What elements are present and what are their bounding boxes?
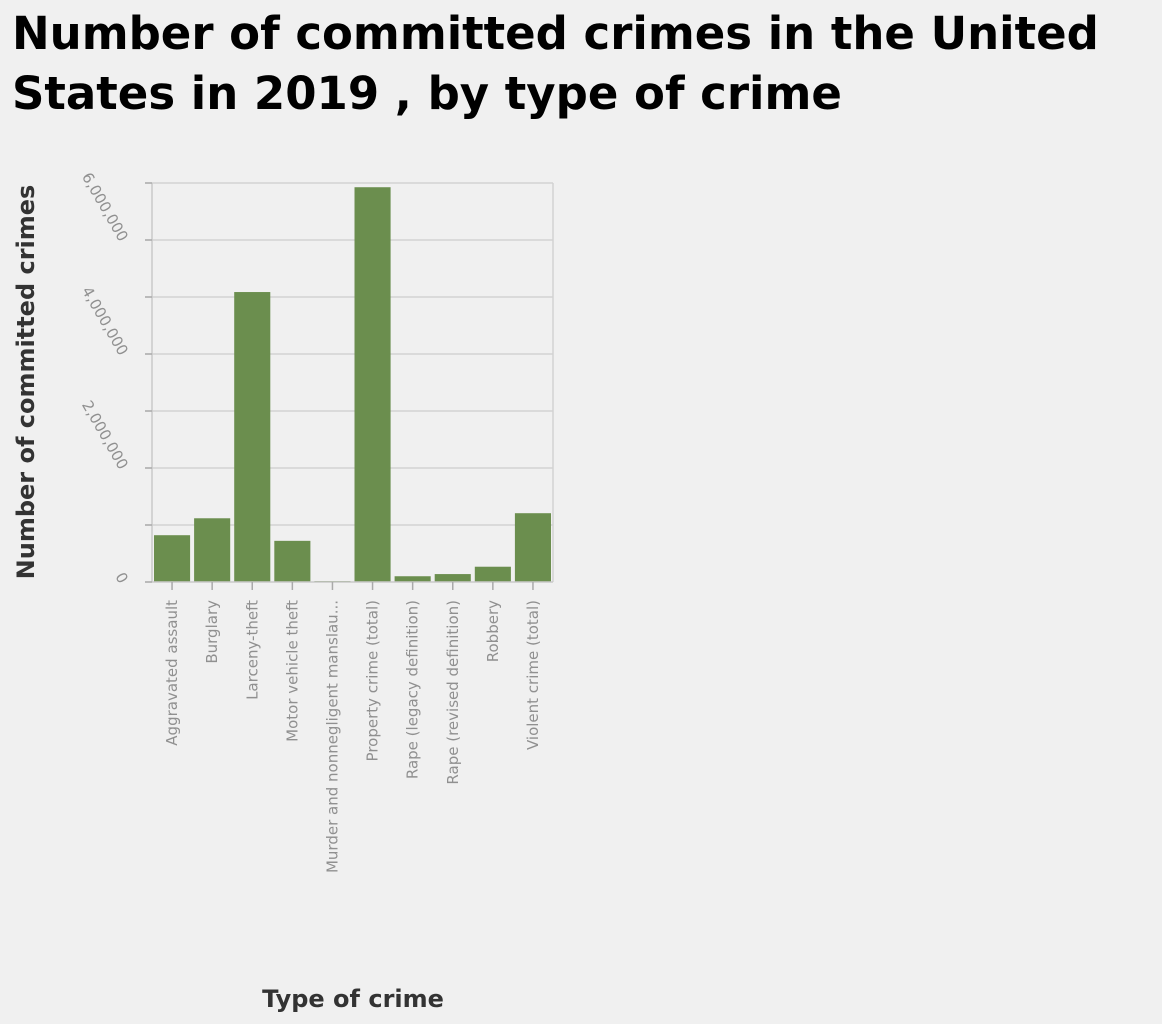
x-tick-label: Rape (legacy definition) [404, 600, 422, 779]
bar [394, 576, 431, 582]
x-axis-label: Type of crime [262, 985, 444, 1013]
y-tick-label: 6,000,000 [78, 169, 132, 244]
y-tick-label: 2,000,000 [78, 397, 132, 472]
y-axis-label: Number of committed crimes [12, 185, 40, 580]
x-tick-label: Aggravated assault [163, 600, 181, 746]
bar [514, 513, 551, 582]
axes [145, 182, 553, 590]
bar [274, 540, 311, 582]
x-tick-label: Motor vehicle theft [283, 600, 301, 742]
bar [194, 518, 231, 582]
bar [154, 535, 191, 582]
bar [434, 574, 471, 582]
bar [234, 292, 271, 582]
x-tick-label: Robbery [484, 600, 502, 662]
x-tick-label: Property crime (total) [364, 600, 382, 761]
y-tick-labels: 0 2,000,000 4,000,000 6,000,000 [78, 169, 132, 586]
y-tick-label: 4,000,000 [78, 283, 132, 358]
bars [154, 187, 551, 582]
bar [474, 566, 511, 582]
x-tick-label: Larceny-theft [243, 600, 261, 700]
y-tick-label: 0 [111, 569, 131, 586]
x-tick-label: Violent crime (total) [524, 600, 542, 750]
gridlines [152, 182, 554, 582]
x-tick-labels: Aggravated assault Burglary Larceny-theft M… [163, 600, 542, 873]
x-tick-label: Murder and nonnegligent manslau... [323, 600, 341, 873]
x-tick-label: Burglary [203, 600, 221, 664]
chart-title: Number of committed crimes in the United… [12, 7, 1099, 120]
bar [354, 187, 391, 582]
x-tick-label: Rape (revised definition) [444, 600, 462, 785]
